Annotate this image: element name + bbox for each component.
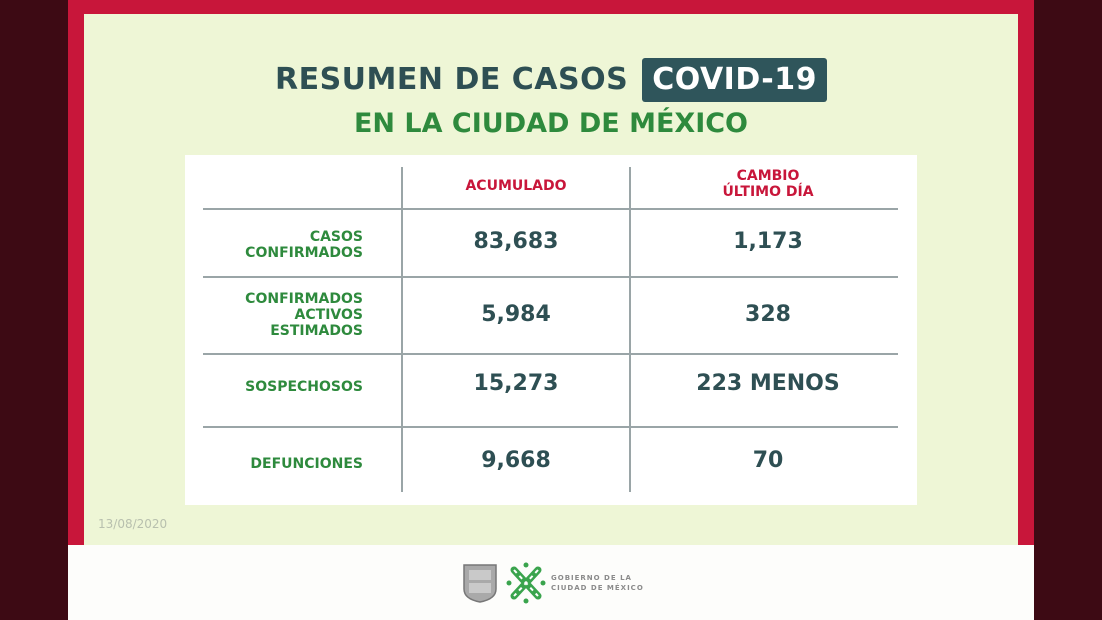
label-line: SOSPECHOSOS [245, 379, 363, 395]
date-label: 13/08/2020 [98, 517, 168, 531]
header-cambio: CAMBIO ÚLTIMO DÍA [631, 168, 905, 200]
label-line: ESTIMADOS [270, 323, 363, 339]
divider [203, 276, 898, 278]
header-cambio-line1: CAMBIO [736, 168, 800, 184]
footer [68, 545, 1034, 620]
row-label-casos: CASOS CONFIRMADOS [203, 229, 363, 261]
row-label-defunciones: DEFUNCIONES [203, 456, 363, 472]
divider [203, 426, 898, 428]
value-acumulado: 9,668 [481, 448, 551, 473]
value-acumulado: 83,683 [473, 229, 559, 254]
label-line: DEFUNCIONES [250, 456, 363, 472]
cdmx-logo-icon [506, 562, 546, 604]
cases-table: ACUMULADO CAMBIO ÚLTIMO DÍA CASOS CONFIRMA… [185, 155, 917, 505]
value-acumulado: 15,273 [473, 371, 559, 396]
row-label-sospechosos: SOSPECHOSOS [203, 379, 363, 395]
logo-line: CIUDAD DE MÉXICO [551, 584, 644, 592]
label-line: CASOS [309, 229, 363, 245]
subtitle: EN LA CIUDAD DE MÉXICO [353, 108, 749, 139]
header-cambio-line2: ÚLTIMO DÍA [722, 184, 814, 200]
value-acumulado: 5,984 [481, 302, 551, 327]
logo-line: GOBIERNO DE LA [551, 574, 632, 582]
gov-logo-text: GOBIERNO DE LA CIUDAD DE MÉXICO [551, 573, 644, 593]
divider [203, 353, 898, 355]
row-label-activos: CONFIRMADOS ACTIVOS ESTIMADOS [203, 291, 363, 339]
label-line: ACTIVOS [294, 307, 363, 323]
covid-badge: COVID-19 [642, 58, 827, 102]
page-title: RESUMEN DE CASOS COVID-19 [84, 58, 1018, 102]
title-text: RESUMEN DE CASOS [274, 62, 629, 97]
value-cambio: 223 MENOS [696, 371, 840, 396]
label-line: CONFIRMADOS [245, 245, 363, 261]
value-cambio: 1,173 [733, 229, 803, 254]
value-cambio: 70 [752, 448, 784, 473]
header-acumulado: ACUMULADO [465, 178, 567, 194]
coat-of-arms-icon [463, 564, 497, 603]
divider [401, 167, 403, 492]
divider [629, 167, 631, 492]
divider [203, 208, 898, 210]
value-cambio: 328 [745, 302, 791, 327]
label-line: CONFIRMADOS [245, 291, 363, 307]
